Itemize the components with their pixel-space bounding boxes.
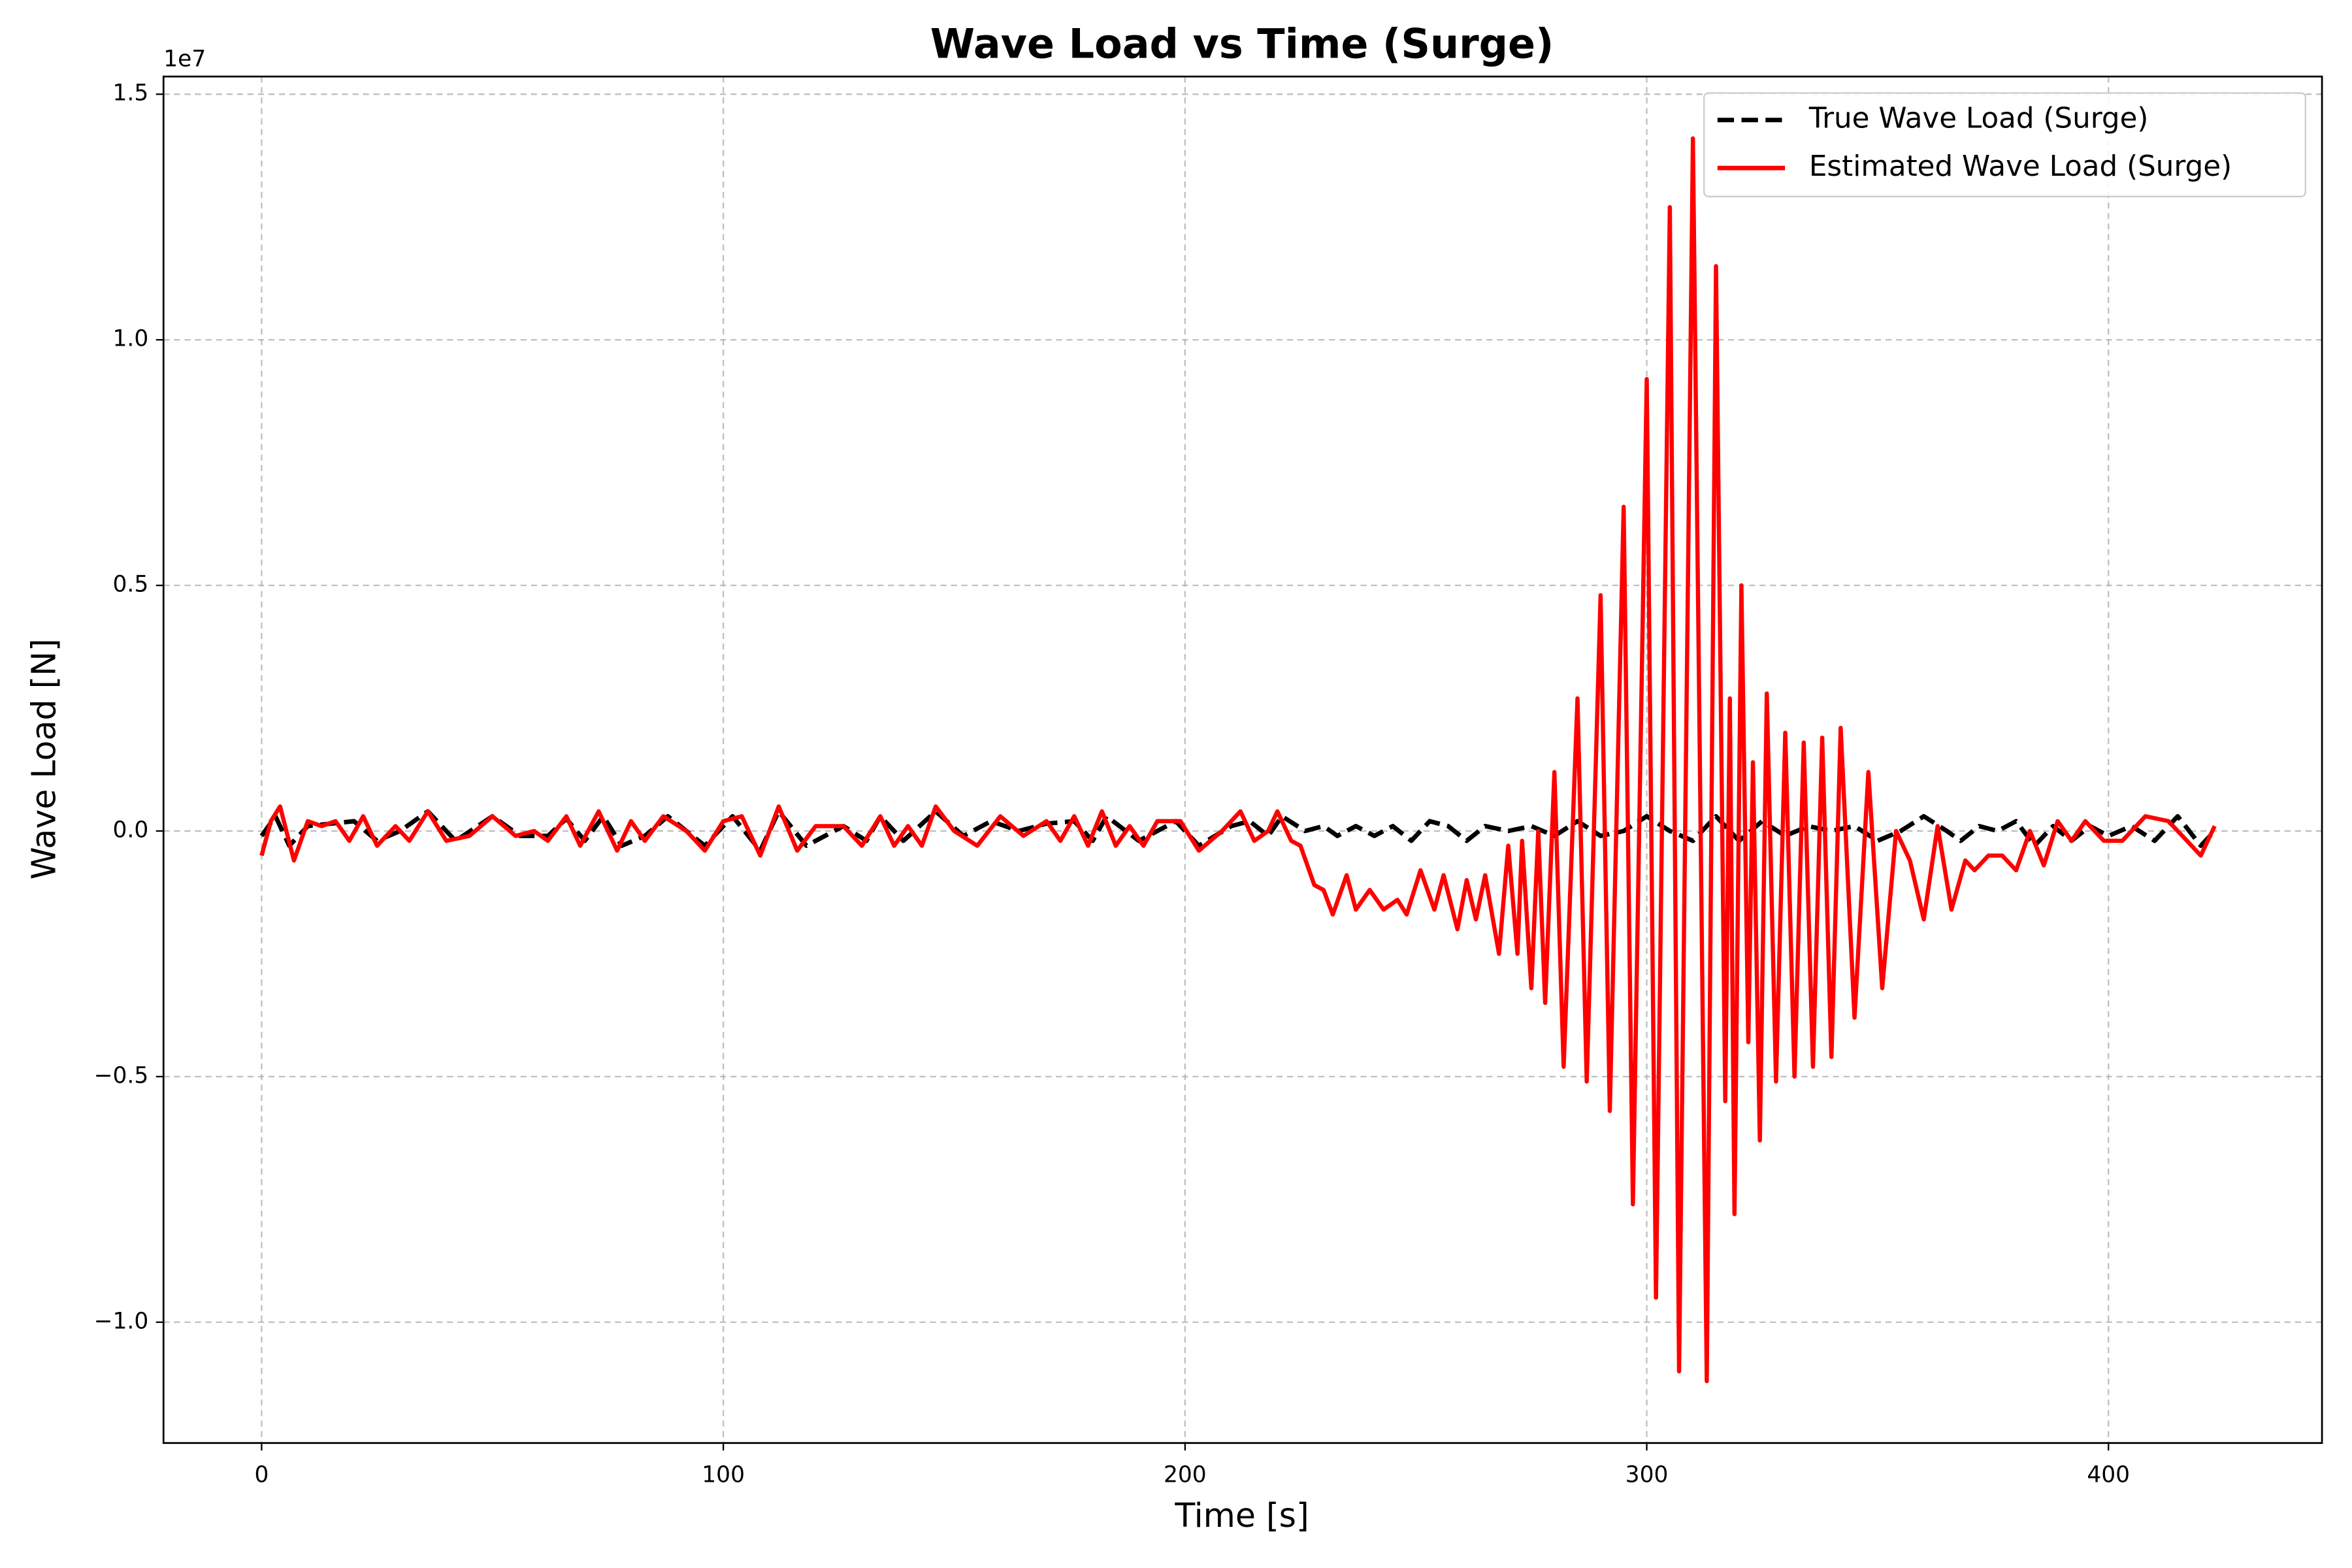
x-tick-label: 400 [2087,1462,2130,1488]
series-line [259,136,2217,1384]
y-offset-label: 1e7 [163,46,206,72]
plot-frame [162,75,2323,1445]
x-tick-label: 100 [702,1462,745,1488]
legend-label: True Wave Load (Surge) [1808,103,2149,135]
y-tick-label: 1.0 [113,326,149,352]
y-tick-label: 0.0 [113,817,149,843]
y-tick-label: 1.5 [113,80,149,106]
y-tick-label: 0.5 [113,572,149,598]
y-axis-label: Wave Load [N] [25,638,63,879]
series-line [259,809,2217,853]
y-tick-label: −1.0 [94,1308,149,1334]
x-tick-label: 300 [1625,1462,1669,1488]
x-tick-label: 0 [254,1462,269,1488]
legend-box [1703,92,2306,197]
x-axis-label: Time [s] [1174,1496,1309,1535]
y-tick-label: −0.5 [94,1062,149,1088]
chart-title: Wave Load vs Time (Surge) [930,20,1554,67]
x-tick-label: 200 [1164,1462,1207,1488]
legend-label: Estimated Wave Load (Surge) [1809,150,2232,183]
